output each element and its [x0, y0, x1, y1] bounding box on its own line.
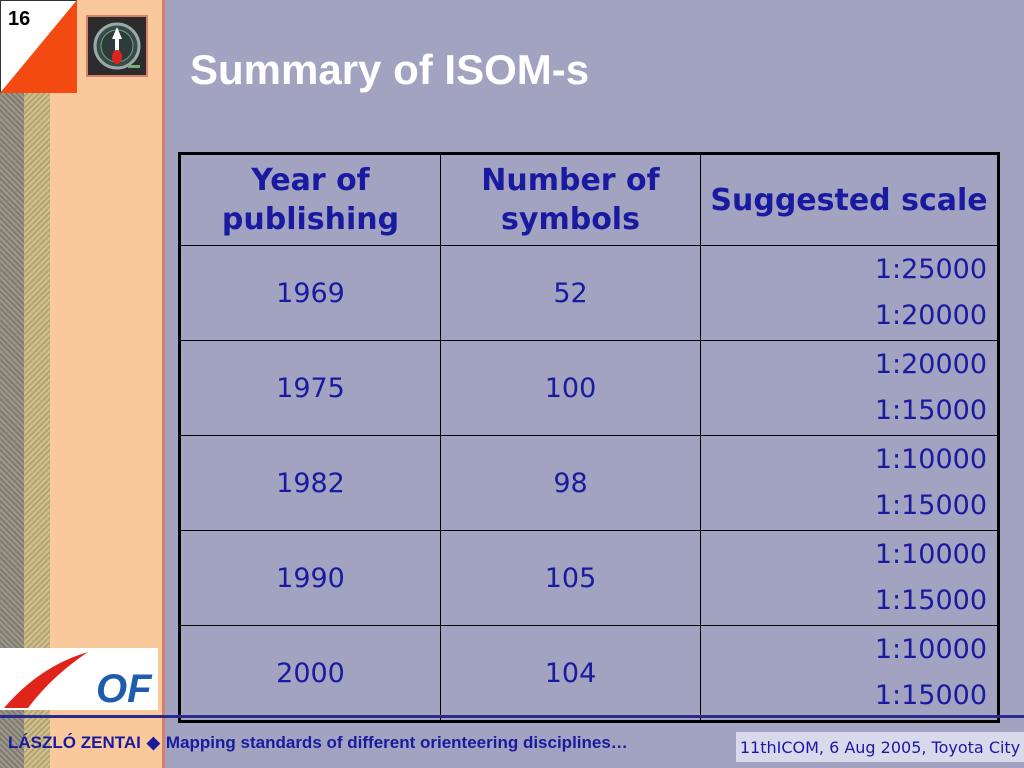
scale-value: 1:10000: [874, 539, 987, 570]
sidebar-panel: [50, 0, 162, 768]
scale-value: 1:10000: [874, 444, 987, 475]
isom-summary-table: Year of publishing Number of symbols Sug…: [178, 152, 1000, 723]
table-header-row: Year of publishing Number of symbols Sug…: [179, 153, 999, 246]
scale-value: 1:15000: [874, 490, 987, 521]
year-cell: 1969: [179, 245, 441, 341]
slide-number: 16: [8, 8, 31, 30]
table-row: 1982 98 1:10000 1:15000: [179, 435, 999, 531]
year-cell: 2000: [179, 625, 441, 722]
year-cell: 1990: [179, 530, 441, 626]
footer-author: LÁSZLÓ ZENTAI: [8, 733, 141, 752]
scale-cell: 1:10000 1:15000: [700, 530, 999, 626]
orienteering-flag-icon: [0, 0, 77, 93]
footer-info: LÁSZLÓ ZENTAI ◆ Mapping standards of dif…: [0, 718, 725, 768]
footer-subject: Mapping standards of different orienteer…: [165, 733, 628, 752]
iof-logo: OF: [0, 648, 158, 711]
compass-icon: [86, 15, 148, 77]
symbols-cell: 104: [440, 625, 701, 722]
scale-value: 1:10000: [874, 634, 987, 665]
scale-cell: 1:20000 1:15000: [700, 340, 999, 436]
year-cell: 1975: [179, 340, 441, 436]
diamond-icon: ◆: [146, 733, 160, 752]
symbols-cell: 52: [440, 245, 701, 341]
header-year: Year of publishing: [179, 153, 441, 246]
table-row: 1975 100 1:20000 1:15000: [179, 340, 999, 436]
symbols-cell: 105: [440, 530, 701, 626]
iof-logo-text: OF: [96, 667, 153, 710]
scale-cell: 1:25000 1:20000: [700, 245, 999, 341]
scale-value: 1:25000: [874, 254, 987, 285]
scale-value: 1:20000: [874, 300, 987, 331]
year-cell: 1982: [179, 435, 441, 531]
footer-event-box: 11thICOM, 6 Aug 2005, Toyota City: [736, 732, 1024, 762]
table-row: 1990 105 1:10000 1:15000: [179, 530, 999, 626]
symbols-cell: 100: [440, 340, 701, 436]
scale-value: 1:15000: [874, 680, 987, 711]
slide-title: Summary of ISOM-s: [190, 46, 590, 93]
footer-event: 11thICOM, 6 Aug 2005, Toyota City: [739, 737, 1021, 757]
scale-value: 1:15000: [874, 585, 987, 616]
scale-value: 1:20000: [874, 349, 987, 380]
table-row: 2000 104 1:10000 1:15000: [179, 625, 999, 722]
table-row: 1969 52 1:25000 1:20000: [179, 245, 999, 341]
scale-cell: 1:10000 1:15000: [700, 625, 999, 722]
sidebar-divider: [162, 0, 165, 768]
header-symbols: Number of symbols: [440, 153, 701, 246]
scale-cell: 1:10000 1:15000: [700, 435, 999, 531]
scale-value: 1:15000: [874, 395, 987, 426]
header-scale: Suggested scale: [700, 153, 999, 246]
footer-divider: [0, 715, 1024, 718]
symbols-cell: 98: [440, 435, 701, 531]
